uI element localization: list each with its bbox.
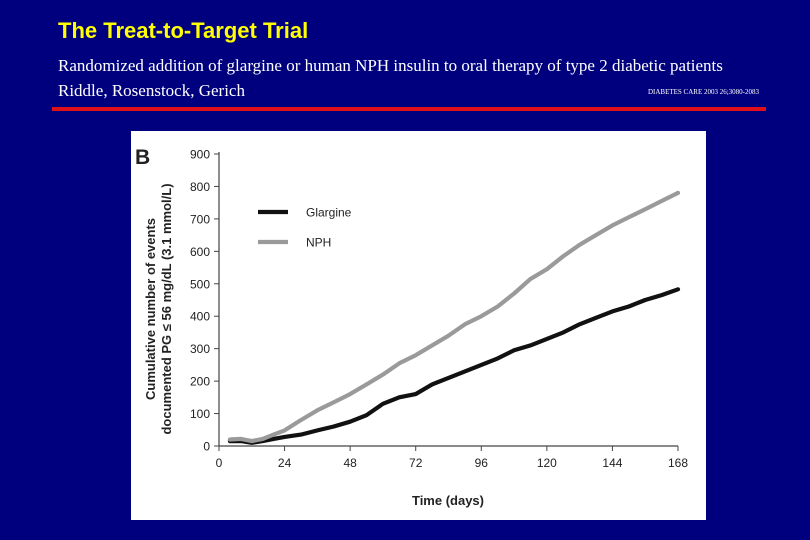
legend-label-nph: NPH (306, 236, 331, 250)
chart-series (227, 190, 681, 445)
y-tick-label: 800 (190, 180, 210, 194)
chart-axes: 0 100 200 300 400 500 600 700 800 900 0 24 48 72 96 120… (190, 148, 688, 471)
x-tick-label: 24 (278, 456, 292, 470)
journal-citation: DIABETES CARE 2003 26;3080-2083 (647, 88, 759, 96)
series-line-nph (227, 190, 681, 444)
y-tick-label: 900 (190, 148, 210, 162)
x-tick-label: 72 (409, 456, 423, 470)
y-tick-label: 600 (190, 245, 210, 259)
title-divider (52, 107, 766, 111)
x-tick-label: 120 (537, 456, 557, 470)
legend-label-glargine: Glargine (306, 206, 352, 220)
chart-legend: Glargine NPH (258, 206, 352, 250)
x-tick-label: 168 (668, 456, 688, 470)
slide-subtitle: Randomized addition of glargine or human… (58, 56, 723, 75)
series-line-glargine (227, 287, 681, 445)
y-axis-title-line1: Cumulative number of events (143, 218, 158, 400)
x-tick-label: 96 (475, 456, 489, 470)
y-tick-label: 100 (190, 407, 210, 421)
y-axis-title-line2: documented PG ≤ 56 mg/dL (3.1 mmol/L) (159, 183, 174, 434)
x-tick-label: 0 (216, 456, 223, 470)
hypoglycemia-events-chart: B Cumulative number of events documented… (135, 146, 688, 508)
y-tick-label: 400 (190, 310, 210, 324)
panel-label: B (135, 146, 150, 169)
chart-panel: B Cumulative number of events documented… (131, 131, 706, 520)
y-tick-label: 0 (203, 440, 210, 454)
y-tick-label: 300 (190, 342, 210, 356)
y-tick-label: 200 (190, 375, 210, 389)
y-tick-label: 700 (190, 212, 210, 226)
x-tick-label: 144 (602, 456, 622, 470)
y-tick-label: 500 (190, 277, 210, 291)
x-tick-label: 48 (343, 456, 357, 470)
slide-authors: Riddle, Rosenstock, Gerich (58, 81, 245, 100)
slide-title: The Treat-to-Target Trial (58, 18, 309, 43)
x-axis-title: Time (days) (412, 493, 484, 508)
y-axis-title: Cumulative number of events documented P… (143, 183, 174, 434)
